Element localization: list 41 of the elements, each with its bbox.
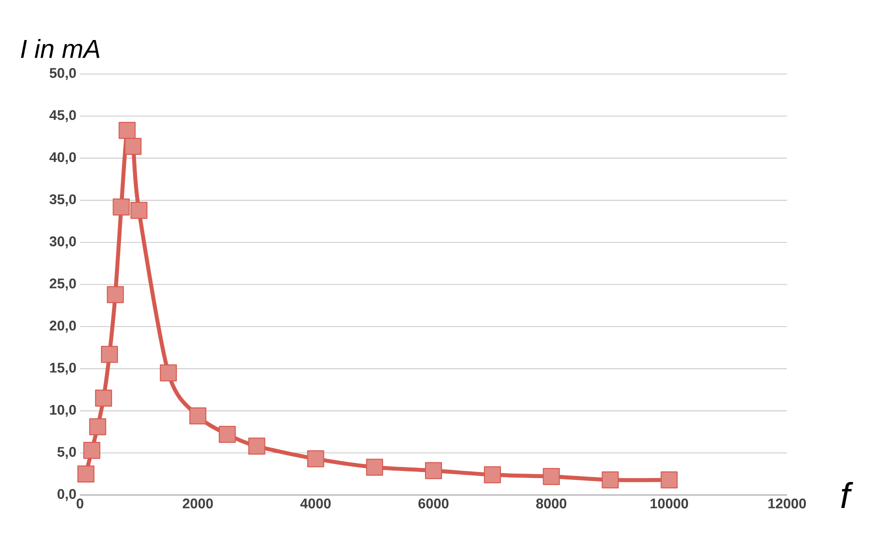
point	[106, 286, 124, 304]
x-tick-label: 0	[76, 498, 84, 508]
point	[366, 458, 384, 476]
point	[77, 465, 94, 482]
point	[160, 364, 177, 382]
y-tick-label: 30,0	[50, 236, 76, 248]
point	[95, 390, 112, 407]
y-tick-label: 45,0	[49, 110, 76, 122]
point	[484, 466, 501, 484]
point	[100, 346, 118, 363]
x-tick-label: 4000	[300, 498, 331, 508]
x-tick-label: 2000	[182, 498, 213, 508]
y-tick-label: 25,0	[50, 278, 76, 290]
point	[189, 407, 206, 424]
point	[218, 426, 236, 443]
point	[130, 202, 148, 219]
y-tick-label: 50,0	[50, 68, 76, 80]
point	[124, 138, 142, 155]
x-tick-label: 6000	[418, 498, 448, 508]
point	[118, 122, 136, 139]
point	[307, 450, 324, 468]
point	[112, 198, 130, 216]
point	[83, 442, 100, 459]
point	[602, 471, 619, 488]
x-tick-label: 12000	[768, 498, 806, 508]
point	[425, 462, 442, 480]
y-tick-label: 0,0	[58, 489, 76, 501]
y-tick-label: 20,0	[50, 320, 76, 333]
y-tick-label: 40,0	[49, 152, 76, 164]
point	[89, 418, 106, 436]
x-tick-label: 10000	[650, 498, 688, 508]
point	[542, 468, 560, 485]
x-tick-label: 8000	[536, 498, 566, 508]
y-tick-label: 35,0	[50, 194, 76, 206]
x-axis-title: f	[841, 482, 854, 508]
y-tick-label: 15,0	[50, 362, 76, 375]
y-axis-title: I in mA	[20, 38, 100, 58]
point	[248, 438, 266, 455]
y-tick-label: 10,0	[50, 404, 76, 417]
point	[660, 471, 678, 488]
y-tick-label: 5,0	[57, 446, 76, 459]
